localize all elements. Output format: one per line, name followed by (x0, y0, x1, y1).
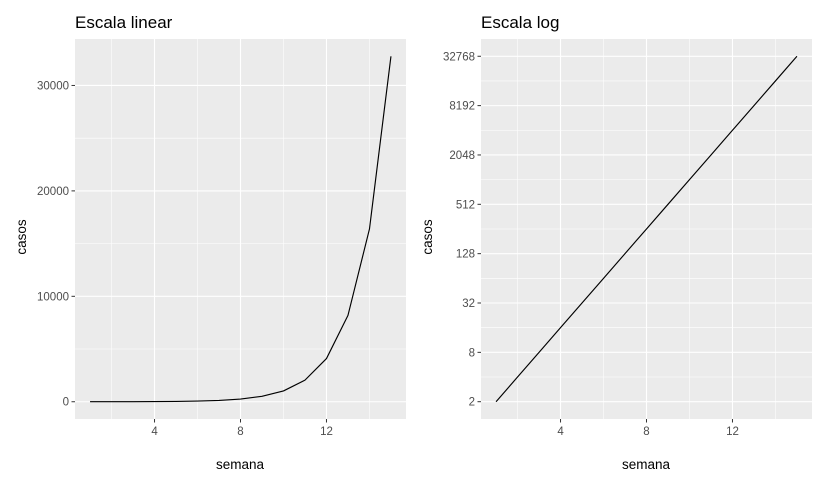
y-axis-title-log: casos (420, 219, 435, 255)
x-axis-title-log: semana (622, 457, 671, 472)
chart-title-linear: Escala linear (75, 13, 173, 32)
x-tick-label: 12 (320, 426, 333, 438)
y-tick-label: 8192 (449, 101, 475, 113)
x-axis-title-linear: semana (216, 457, 265, 472)
series-line-linear (90, 56, 392, 403)
y-tick-label: 32768 (443, 51, 475, 63)
gridlines-linear (75, 39, 406, 419)
axis-ticks-linear: 4 8 12 0 10000 20000 30000 (37, 80, 333, 438)
y-tick-label: 32 (462, 298, 475, 310)
series-linear (90, 56, 392, 403)
y-tick-label: 2 (469, 397, 475, 409)
y-tick-label: 30000 (37, 80, 69, 92)
y-tick-label: 512 (456, 199, 475, 211)
x-tick-label: 8 (237, 426, 243, 438)
series-line-log (495, 55, 798, 403)
y-tick-label: 0 (63, 397, 69, 409)
axis-ticks-log: 4 8 12 2 8 32 128 512 2048 8192 32768 (443, 51, 739, 438)
chart-linear: Escala linear 4 8 12 0 10000 20000 30000 seman… (14, 13, 406, 472)
y-tick-label: 8 (469, 347, 475, 359)
chart-title-log: Escala log (481, 13, 559, 32)
y-tick-label: 2048 (449, 150, 475, 162)
y-axis-title-linear: casos (14, 219, 29, 255)
chart-log: Escala log 4 8 12 2 8 32 128 512 2048 8192 32768 s… (420, 13, 812, 472)
y-tick-label: 10000 (37, 291, 69, 303)
x-tick-label: 4 (151, 426, 158, 438)
x-tick-label: 12 (726, 426, 739, 438)
x-tick-label: 8 (643, 426, 649, 438)
series-log (495, 55, 798, 403)
y-tick-label: 128 (456, 249, 475, 261)
gridlines-log (481, 39, 812, 419)
y-tick-label: 20000 (37, 186, 69, 198)
x-tick-label: 4 (557, 426, 564, 438)
